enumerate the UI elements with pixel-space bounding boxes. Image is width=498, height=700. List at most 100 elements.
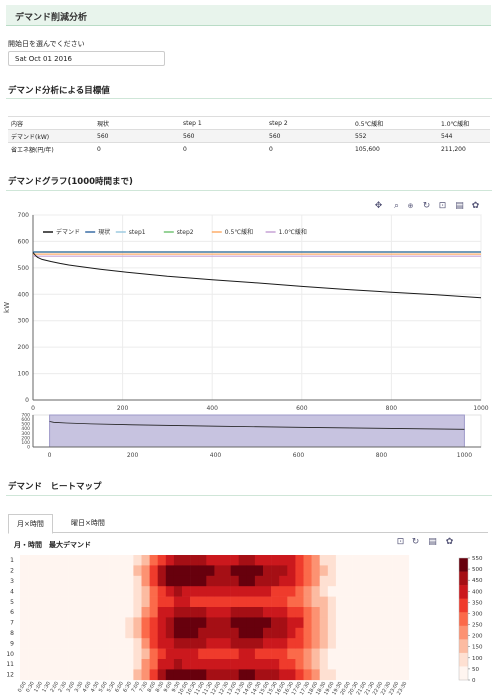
heatmap-cell: [295, 669, 304, 681]
heatmap-cell: [303, 596, 312, 608]
heatmap-cell: [344, 607, 353, 618]
heatmap-cell: [335, 659, 345, 670]
heatmap-cell: [303, 607, 312, 618]
heatmap-cell: [117, 669, 126, 681]
heatmap-cell: [319, 659, 329, 670]
heatmap-cell: [20, 555, 29, 566]
heatmap-cell: [295, 648, 304, 660]
reset-icon[interactable]: ↻: [422, 201, 431, 211]
heatmap-cell: [20, 575, 29, 587]
heatmap-cell: [400, 617, 410, 629]
tab-weekday-time[interactable]: 曜日×時間: [71, 519, 105, 527]
heatmap-cell: [303, 555, 312, 566]
heatmap-cell: [400, 586, 410, 597]
heatmap-cell: [360, 659, 369, 670]
colorbar-label: 100: [472, 656, 483, 662]
save-icon[interactable]: ⊡: [438, 201, 447, 211]
colorbar-swatch: [459, 652, 468, 667]
wheel-zoom-icon[interactable]: ⊕: [407, 202, 414, 210]
range-y-tick-label: 100: [21, 440, 30, 446]
table-cell: 211,200: [438, 142, 490, 155]
heatmap-cell: [68, 669, 77, 681]
heatmap-cell: [360, 596, 369, 608]
heatmap-cell: [279, 638, 288, 649]
heatmap-cell: [263, 648, 272, 660]
heatmap-cell: [149, 575, 158, 587]
heatmap-cell: [311, 627, 320, 639]
heatmap-cell: [173, 638, 183, 649]
table-header-cell: 現状: [94, 116, 180, 130]
table-header-cell: 0.5℃緩和: [352, 116, 438, 130]
heatmap-cell: [246, 555, 256, 566]
heatmap-cell: [117, 575, 126, 587]
heatmap-cell: [335, 607, 345, 618]
start-date-input[interactable]: Sat Oct 01 2016: [8, 51, 165, 66]
heatmap-cell: [327, 586, 337, 597]
heatmap-cell: [125, 575, 134, 587]
heatmap-cell: [271, 575, 280, 587]
heatmap-cell: [198, 659, 207, 670]
heatmap-title: 月・時間 最大デマンド: [14, 541, 91, 549]
heatmap-cell: [263, 555, 272, 566]
heatmap-cell: [360, 627, 369, 639]
heatmap-cell: [230, 586, 239, 597]
heatmap-cell: [279, 565, 288, 577]
heatmap-cell: [20, 627, 29, 639]
hover-icon[interactable]: ▤: [455, 201, 464, 211]
heatmap-cell: [360, 586, 369, 597]
heatmap-cell: [28, 638, 37, 649]
heatmap-cell: [125, 659, 134, 670]
heatmap-cell: [384, 659, 393, 670]
heatmap-cell: [92, 627, 102, 639]
heatmap-cell: [198, 596, 207, 608]
heatmap-cell: [109, 575, 118, 587]
heatmap-cell: [254, 638, 264, 649]
heatmap-cell: [368, 565, 377, 577]
heatmap-cell: [109, 596, 118, 608]
heatmap-cell: [400, 669, 410, 681]
heatmap-cell: [149, 617, 158, 629]
reset-icon[interactable]: ↻: [411, 537, 420, 547]
table-cell: 552: [352, 129, 438, 143]
heatmap-cell: [327, 596, 337, 608]
heatmap-cell: [319, 575, 329, 587]
heatmap-cell: [368, 669, 377, 681]
heatmap-cell: [20, 648, 29, 660]
heatmap-cell: [368, 607, 377, 618]
heatmap-cell: [117, 607, 126, 618]
heatmap-cell: [311, 638, 320, 649]
zoom-icon[interactable]: ⌕: [393, 201, 400, 211]
heatmap-cell: [384, 596, 393, 608]
heatmap-cell: [360, 648, 369, 660]
heatmap-cell: [68, 555, 77, 566]
heatmap-cell: [352, 575, 361, 587]
heatmap-cell: [125, 555, 134, 566]
table-cell: 544: [438, 129, 490, 143]
pan-icon[interactable]: ✥: [374, 201, 383, 211]
heatmap-cell: [214, 659, 223, 670]
heatmap-cell: [60, 659, 69, 670]
heatmap-cell: [157, 555, 167, 566]
save-icon[interactable]: ⊡: [396, 537, 405, 547]
y-tick-label: 200: [18, 344, 30, 351]
heatmap-cell: [182, 638, 191, 649]
month-label: 7: [10, 620, 14, 627]
heatmap-cell: [117, 565, 126, 577]
heatmap-cell: [182, 586, 191, 597]
heatmap-cell: [190, 669, 199, 681]
tab-month-time[interactable]: 月×時間: [8, 514, 53, 534]
heatmap-cell: [335, 669, 345, 681]
heatmap-cell: [311, 555, 320, 566]
heatmap-cell: [352, 648, 361, 660]
colorbar-label: 500: [472, 567, 483, 573]
heatmap-cell: [287, 607, 296, 618]
heatmap-cell: [182, 627, 191, 639]
heatmap-cell: [368, 596, 377, 608]
heatmap-cell: [60, 617, 69, 629]
heatmap-cell: [352, 596, 361, 608]
hover-icon[interactable]: ▤: [428, 537, 437, 547]
colorbar-label: 450: [472, 578, 483, 584]
heatmap-cell: [327, 565, 337, 577]
heatmap-cell: [327, 669, 337, 681]
heatmap-cell: [149, 586, 158, 597]
